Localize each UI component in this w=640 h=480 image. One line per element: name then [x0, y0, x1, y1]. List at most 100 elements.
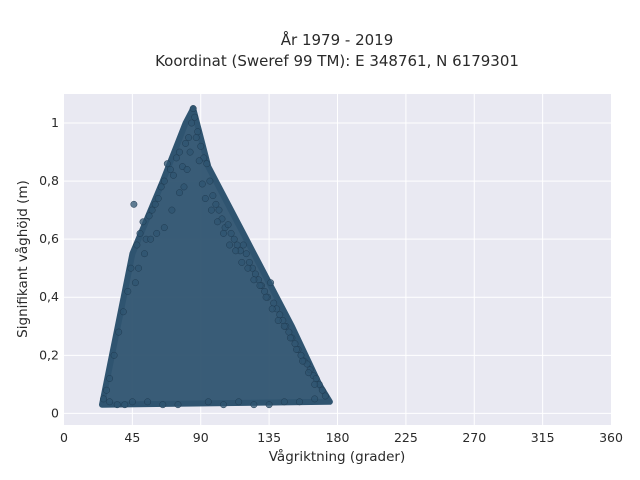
scatter-point — [128, 398, 136, 406]
scatter-point — [276, 311, 284, 319]
scatter-point — [224, 221, 232, 229]
x-axis-ticks: 0 45 90 135 180 225 270 315 360 — [60, 430, 623, 445]
scatter-point — [145, 212, 153, 220]
scatter-point — [176, 189, 183, 197]
scatter-point — [153, 229, 161, 237]
scatter-point — [311, 395, 319, 403]
scatter-point — [106, 398, 114, 406]
scatter-point — [124, 287, 132, 295]
scatter-point — [160, 224, 168, 232]
scatter-point — [121, 401, 129, 409]
scatter-point — [100, 395, 107, 403]
scatter-point — [110, 351, 118, 359]
y-axis-ticks: 0 0,2 0,4 0,6 0,8 1 — [39, 115, 59, 420]
scatter-point — [195, 157, 203, 165]
scatter-point — [166, 166, 174, 173]
scatter-point — [186, 148, 194, 156]
x-tick-label: 0 — [60, 430, 68, 445]
scatter-point — [106, 375, 114, 382]
scatter-point — [280, 398, 288, 406]
scatter-point — [233, 241, 241, 249]
scatter-point — [194, 128, 202, 136]
scatter-point — [262, 293, 270, 301]
scatter-point — [268, 305, 276, 313]
scatter-point — [141, 250, 148, 258]
scatter-point — [133, 241, 141, 249]
scatter-point — [148, 206, 156, 214]
scatter-point — [274, 317, 282, 324]
scatter-point — [144, 398, 152, 406]
scatter-point — [180, 183, 188, 191]
scatter-point — [160, 177, 168, 185]
scatter-point — [176, 148, 183, 156]
scatter-point — [135, 264, 142, 272]
scatter-point — [305, 369, 313, 377]
scatter-point — [207, 206, 215, 214]
scatter-point — [191, 113, 199, 121]
scatter-point — [159, 401, 167, 409]
chart-title: År 1979 - 2019 — [281, 30, 394, 49]
scatter-point — [239, 241, 247, 249]
x-tick-label: 360 — [599, 430, 623, 445]
x-tick-label: 180 — [326, 430, 350, 445]
scatter-point — [245, 258, 253, 266]
scatter-point — [270, 299, 278, 307]
scatter-point — [226, 241, 234, 249]
scatter-point — [261, 287, 269, 295]
scatter-point — [201, 195, 209, 202]
scatter-point — [192, 134, 200, 142]
scatter-point — [293, 346, 300, 353]
chart-subtitle: Koordinat (Sweref 99 TM): E 348761, N 61… — [155, 52, 519, 70]
scatter-point — [244, 264, 252, 272]
scatter-point — [163, 160, 171, 168]
scatter-point — [299, 357, 307, 365]
scatter-point — [238, 258, 246, 266]
scatter-point — [312, 375, 320, 382]
scatter-point — [169, 171, 177, 179]
scatter-point — [291, 340, 299, 348]
scatter-point — [131, 279, 139, 287]
scatter-point — [113, 401, 121, 409]
scatter-point — [230, 235, 238, 243]
scatter-point — [209, 192, 217, 200]
x-tick-label: 315 — [531, 430, 555, 445]
scatter-point — [285, 328, 293, 336]
y-tick-label: 0,2 — [39, 347, 59, 362]
scatter-point — [215, 206, 223, 214]
scatter-point — [220, 229, 227, 237]
scatter-point — [296, 398, 303, 406]
x-tick-label: 135 — [257, 430, 281, 445]
scatter-point — [212, 200, 220, 208]
scatter-point — [139, 218, 147, 226]
x-tick-label: 45 — [124, 430, 140, 445]
scatter-point — [136, 229, 144, 237]
scatter-point — [197, 142, 205, 150]
scatter-point — [174, 401, 182, 409]
scatter-point — [220, 401, 227, 409]
y-tick-label: 0,6 — [39, 231, 59, 246]
y-tick-label: 0 — [51, 405, 59, 420]
scatter-point — [182, 139, 190, 147]
scatter-point — [267, 279, 275, 287]
scatter-point — [250, 276, 258, 284]
x-tick-label: 90 — [193, 430, 209, 445]
scatter-point — [318, 386, 326, 394]
y-tick-label: 0,4 — [39, 289, 59, 304]
y-tick-label: 1 — [51, 115, 59, 130]
x-tick-label: 225 — [394, 430, 418, 445]
scatter-point — [242, 250, 250, 258]
scatter-point — [198, 180, 206, 188]
scatter-point — [256, 282, 264, 290]
scatter-point — [321, 392, 329, 400]
scatter-point — [119, 308, 127, 316]
scatter-point — [103, 386, 110, 394]
scatter-point — [204, 398, 212, 406]
scatter-point — [151, 200, 159, 208]
x-tick-label: 270 — [462, 430, 486, 445]
y-axis-title: Signifikant våghöjd (m) — [14, 180, 31, 338]
scatter-point — [127, 264, 135, 272]
scatter-point — [168, 206, 176, 214]
scatter-point — [206, 177, 214, 185]
scatter-point — [130, 200, 138, 208]
